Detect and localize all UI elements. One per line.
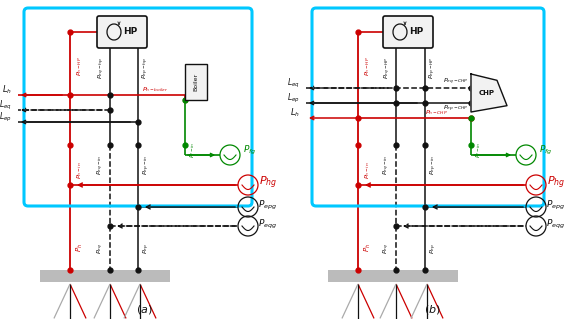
Text: $P_{eq-in}$: $P_{eq-in}$ <box>96 155 106 175</box>
FancyBboxPatch shape <box>383 16 433 48</box>
Text: $(b)$: $(b)$ <box>423 303 441 316</box>
Text: $P_{epg}$: $P_{epg}$ <box>259 198 278 211</box>
Text: $P_{ep-hp}$: $P_{ep-hp}$ <box>141 57 151 79</box>
Text: $P_{h-HP}$: $P_{h-HP}$ <box>75 56 85 76</box>
Text: $P_{h-boiler}$: $P_{h-boiler}$ <box>142 85 168 94</box>
Text: $P_{f-in}$: $P_{f-in}$ <box>475 142 483 158</box>
Text: $P_{eq-HP}$: $P_{eq-HP}$ <box>383 57 393 79</box>
Text: $P_{hg}$: $P_{hg}$ <box>259 175 277 191</box>
Text: $P_{eq-CHP}$: $P_{eq-CHP}$ <box>443 77 469 87</box>
FancyBboxPatch shape <box>97 16 147 48</box>
Text: $L_{eq}$: $L_{eq}$ <box>0 99 12 112</box>
Text: $L_h$: $L_h$ <box>290 107 300 119</box>
Text: $P_{f-in}$: $P_{f-in}$ <box>188 142 198 158</box>
Text: $L_{eq}$: $L_{eq}$ <box>287 77 300 90</box>
Text: CHP: CHP <box>479 90 495 96</box>
Text: $P_{h-HP}$: $P_{h-HP}$ <box>363 56 373 76</box>
Text: $P_{eqg}$: $P_{eqg}$ <box>547 218 566 231</box>
Text: Boiler: Boiler <box>194 73 199 91</box>
Text: $(a)$: $(a)$ <box>136 303 152 316</box>
Text: $P_{ep-CHP}$: $P_{ep-CHP}$ <box>443 104 469 114</box>
Text: $P_{ep-in}$: $P_{ep-in}$ <box>142 155 152 175</box>
Bar <box>40 270 170 282</box>
Text: $P_{ep}$: $P_{ep}$ <box>142 242 152 254</box>
Text: $P_{ep-in}$: $P_{ep-in}$ <box>429 155 439 175</box>
Text: $P_{eq}$: $P_{eq}$ <box>96 242 106 254</box>
Text: $L_h$: $L_h$ <box>2 84 12 96</box>
Text: $P_{epg}$: $P_{epg}$ <box>547 198 566 211</box>
Text: HP: HP <box>123 27 137 36</box>
Text: $P_{eqg}$: $P_{eqg}$ <box>259 218 278 231</box>
Text: $P_{eq-in}$: $P_{eq-in}$ <box>382 155 392 175</box>
Polygon shape <box>471 74 507 112</box>
Text: $P_{eq}$: $P_{eq}$ <box>382 242 392 254</box>
Text: $P_{fg}$: $P_{fg}$ <box>243 144 257 157</box>
Text: $P_{fg}$: $P_{fg}$ <box>539 144 553 157</box>
Text: $P_{h-in}$: $P_{h-in}$ <box>363 161 373 179</box>
Text: $P_{h-in}$: $P_{h-in}$ <box>75 161 85 179</box>
Bar <box>185 64 207 100</box>
Text: $P_{eq-hp}$: $P_{eq-hp}$ <box>97 57 107 79</box>
Text: $P_{hg}$: $P_{hg}$ <box>547 175 565 191</box>
Text: $P_h$: $P_h$ <box>363 243 373 253</box>
Bar <box>328 270 458 282</box>
Text: $P_{h-CHP}$: $P_{h-CHP}$ <box>425 108 448 117</box>
Text: HP: HP <box>409 27 423 36</box>
Text: $L_{ep}$: $L_{ep}$ <box>0 110 12 123</box>
Text: $P_{ep}$: $P_{ep}$ <box>429 242 439 254</box>
Text: $P_{ep-HP}$: $P_{ep-HP}$ <box>428 57 438 79</box>
Text: $L_{ep}$: $L_{ep}$ <box>287 92 300 105</box>
Text: $P_h$: $P_h$ <box>75 243 85 253</box>
